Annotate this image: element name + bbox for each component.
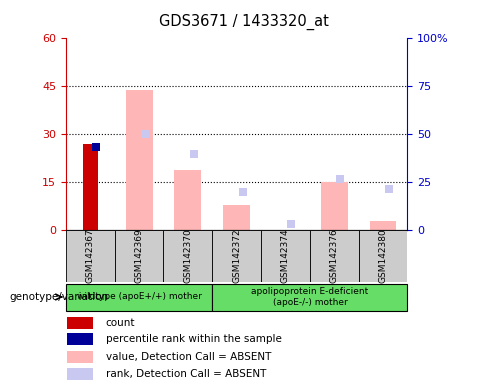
Bar — [83, 144, 98, 230]
Text: GSM142370: GSM142370 — [183, 228, 192, 283]
Bar — [67, 351, 93, 362]
Bar — [66, 230, 115, 282]
Text: GDS3671 / 1433320_at: GDS3671 / 1433320_at — [159, 13, 329, 30]
Text: apolipoprotein E-deficient
(apoE-/-) mother: apolipoprotein E-deficient (apoE-/-) mot… — [251, 287, 368, 307]
Bar — [310, 230, 359, 282]
Bar — [115, 230, 163, 282]
Bar — [369, 221, 396, 230]
Bar — [224, 205, 250, 230]
Bar — [67, 316, 93, 329]
Bar — [67, 333, 93, 345]
Bar — [163, 230, 212, 282]
Bar — [66, 284, 212, 311]
Text: count: count — [106, 318, 135, 328]
Bar — [261, 230, 310, 282]
Bar — [359, 230, 407, 282]
Bar — [212, 284, 407, 311]
Text: rank, Detection Call = ABSENT: rank, Detection Call = ABSENT — [106, 369, 266, 379]
Text: GSM142376: GSM142376 — [330, 228, 339, 283]
Bar — [126, 89, 152, 230]
Text: genotype/variation: genotype/variation — [10, 292, 109, 302]
Bar — [212, 230, 261, 282]
Text: GSM142372: GSM142372 — [232, 228, 241, 283]
Text: GSM142369: GSM142369 — [135, 228, 143, 283]
Bar — [321, 182, 347, 230]
Bar — [67, 367, 93, 380]
Text: wildtype (apoE+/+) mother: wildtype (apoE+/+) mother — [77, 293, 202, 301]
Text: GSM142374: GSM142374 — [281, 228, 290, 283]
Text: percentile rank within the sample: percentile rank within the sample — [106, 334, 282, 344]
Text: GSM142367: GSM142367 — [86, 228, 95, 283]
Bar — [175, 170, 201, 230]
Text: GSM142380: GSM142380 — [379, 228, 387, 283]
Text: value, Detection Call = ABSENT: value, Detection Call = ABSENT — [106, 352, 271, 362]
